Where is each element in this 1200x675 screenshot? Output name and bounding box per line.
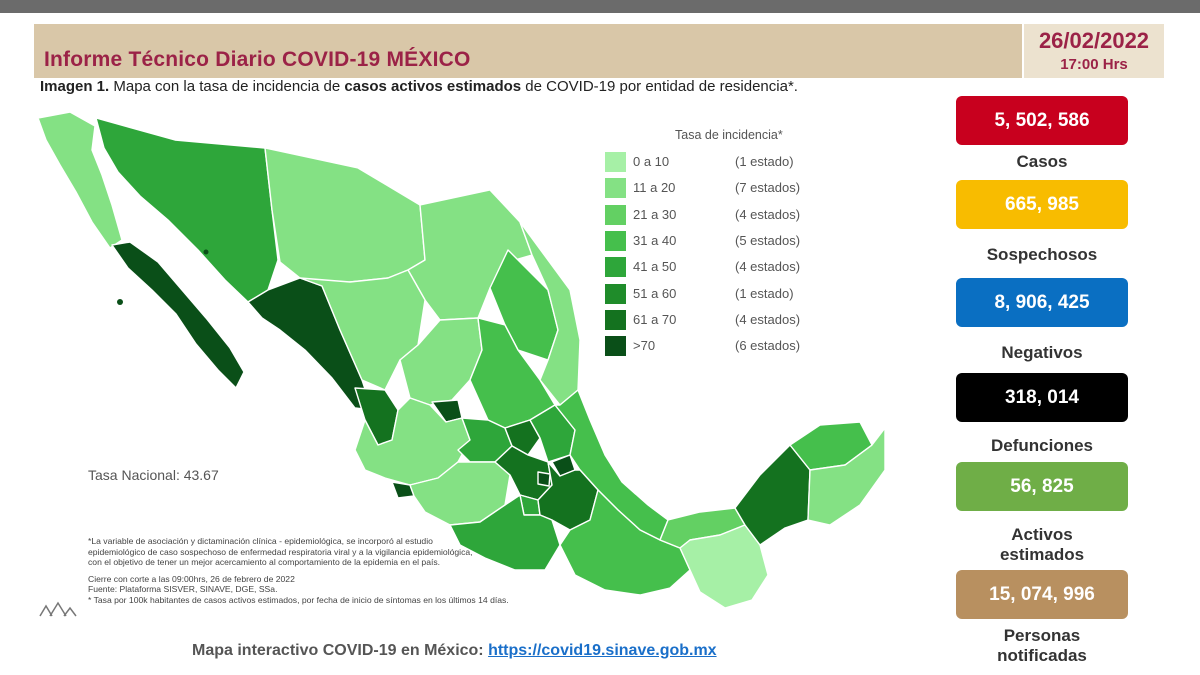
footnotes: *La variable de asociación y dictaminaci…: [88, 536, 558, 605]
legend-item: 51 a 60 (1 estado): [605, 282, 865, 306]
map-caption: Imagen 1. Mapa con la tasa de incidencia…: [40, 78, 798, 95]
state-cdmx: [537, 471, 551, 487]
state-sonora: [95, 117, 279, 303]
legend-count: (4 estados): [735, 259, 801, 275]
island-1: [117, 299, 123, 305]
note-line-2: epidemiológico de caso sospechoso de enf…: [88, 546, 473, 557]
state-zacatecas: [399, 317, 483, 406]
legend-swatch: [605, 283, 626, 304]
footer-label: Mapa interactivo COVID-19 en México:: [192, 642, 489, 659]
report-datetime: 26/02/2022 17:00 Hrs: [1022, 24, 1164, 78]
interactive-map-footer: Mapa interactivo COVID-19 en México: htt…: [192, 642, 717, 660]
legend-swatch: [605, 230, 626, 251]
stat-value: 8, 906, 425: [956, 278, 1128, 327]
legend-count: (6 estados): [735, 338, 801, 354]
stat-value: 5, 502, 586: [956, 96, 1128, 145]
state-chihuahua: [264, 147, 426, 287]
caption-prefix: Imagen 1.: [40, 78, 110, 95]
report-title: Informe Técnico Diario COVID-19 MÉXICO: [44, 48, 471, 71]
note-line-5: Fuente: Plataforma SISVER, SINAVE, DGE, …: [88, 584, 278, 594]
legend-swatch: [605, 257, 626, 278]
legend-count: (5 estados): [735, 232, 801, 248]
caption-bold: casos activos estimados: [344, 78, 522, 95]
state-baja-california-sur: [111, 241, 245, 389]
legend-item: 21 a 30 (4 estados): [605, 203, 865, 227]
state-guerrero: [449, 494, 561, 571]
island-2: [203, 249, 209, 255]
legend-item: 31 a 40 (5 estados): [605, 229, 865, 253]
legend-range: >70: [633, 338, 656, 354]
mexico-incidence-map: [37, 111, 886, 609]
legend-swatch: [605, 336, 626, 357]
legend-range: 21 a 30: [633, 206, 677, 222]
legend-swatch: [605, 152, 626, 172]
state-baja-california: [37, 111, 123, 249]
stat-value: 665, 985: [956, 180, 1128, 229]
report-time: 17:00 Hrs: [1060, 56, 1128, 73]
legend-swatch: [605, 178, 626, 199]
stat-value: 318, 014: [956, 373, 1128, 422]
legend-count: (4 estados): [735, 206, 801, 222]
legend-item: 11 a 20 (7 estados): [605, 176, 865, 200]
stat-label: Sospechosos: [986, 245, 1098, 264]
sinave-link[interactable]: https://covid19.sinave.gob.mx: [488, 642, 717, 659]
caption-part-1: Mapa con la tasa de incidencia de: [109, 78, 345, 95]
legend-range: 61 a 70: [633, 311, 677, 327]
stat-label: Defunciones: [990, 436, 1094, 455]
legend-range: 0 a 10: [633, 154, 670, 169]
stat-value: 15, 074, 996: [956, 570, 1128, 619]
legend-title: Tasa de incidencia*: [675, 128, 783, 142]
state-michoacan: [409, 461, 511, 526]
state-quintana-roo: [807, 427, 886, 526]
note-line-1: *La variable de asociación y dictaminaci…: [88, 536, 433, 546]
legend-swatch: [605, 204, 626, 225]
legend-item: 61 a 70 (4 estados): [605, 308, 865, 332]
top-bar: [0, 0, 1200, 13]
legend-count: (1 estado): [735, 285, 794, 301]
legend-item: >70 (6 estados): [605, 334, 865, 358]
legend-item: 41 a 50 (4 estados): [605, 255, 865, 279]
caption-part-2: de COVID-19 por entidad de residencia*.: [521, 78, 798, 95]
ssa-logo: [39, 601, 77, 617]
stat-label: Casos: [1016, 152, 1068, 171]
legend-range: 41 a 50: [633, 259, 677, 275]
legend-count: (7 estados): [735, 180, 801, 196]
report-date: 26/02/2022: [1038, 28, 1150, 53]
legend-swatch: [605, 309, 626, 330]
legend-item: 0 a 10 (1 estado): [605, 150, 865, 174]
state-chiapas: [679, 524, 769, 609]
legend-range: 11 a 20: [633, 180, 676, 196]
state-coahuila: [407, 189, 533, 321]
note-line-4: Cierre con corte a las 09:00hrs, 26 de f…: [88, 573, 295, 584]
note-line-6: * Tasa por 100k habitantes de casos acti…: [88, 594, 509, 605]
legend-count: (1 estado): [735, 154, 794, 169]
tasa-nacional: Tasa Nacional: 43.67: [88, 467, 219, 483]
note-line-3: con el objetivo de tener un mejor acerca…: [88, 557, 441, 567]
stat-label: Personas notificadas: [997, 626, 1087, 665]
legend-range: 51 a 60: [633, 285, 677, 301]
stat-label: Negativos: [1001, 343, 1083, 362]
header-banner: Informe Técnico Diario COVID-19 MÉXICO 2…: [34, 24, 1164, 78]
stat-label: Activos estimados: [999, 525, 1085, 564]
legend-count: (4 estados): [735, 311, 801, 327]
legend-range: 31 a 40: [633, 232, 677, 248]
stat-value: 56, 825: [956, 462, 1128, 511]
